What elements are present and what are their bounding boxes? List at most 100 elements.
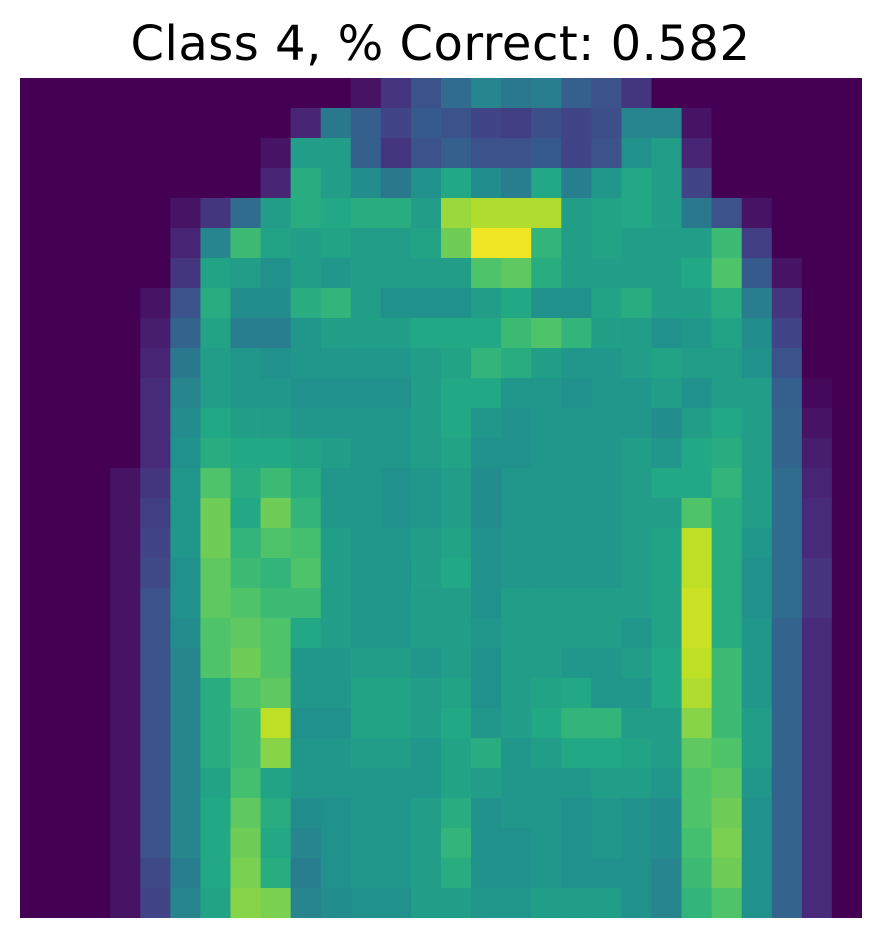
heatmap-cell bbox=[110, 798, 141, 829]
heatmap-cell bbox=[711, 528, 743, 559]
heatmap-cell bbox=[651, 228, 683, 259]
heatmap-cell bbox=[531, 228, 562, 259]
heatmap-cell bbox=[681, 498, 713, 529]
heatmap-cell bbox=[831, 468, 862, 499]
heatmap-cell bbox=[531, 888, 562, 918]
heatmap-cell bbox=[441, 468, 472, 499]
heatmap-cell bbox=[831, 648, 862, 679]
heatmap-cell bbox=[651, 888, 683, 918]
heatmap-plot bbox=[20, 78, 862, 918]
heatmap-cell bbox=[531, 138, 562, 169]
heatmap-cell bbox=[50, 438, 81, 469]
heatmap-cell bbox=[831, 228, 862, 259]
heatmap-cell bbox=[531, 498, 562, 529]
heatmap-cell bbox=[501, 798, 532, 829]
heatmap-cell bbox=[471, 888, 502, 918]
heatmap-cell bbox=[621, 768, 653, 799]
heatmap-cell bbox=[561, 348, 592, 379]
heatmap-cell bbox=[260, 798, 292, 829]
heatmap-cell bbox=[110, 528, 141, 559]
heatmap-cell bbox=[170, 138, 202, 169]
heatmap-cell bbox=[320, 528, 352, 559]
heatmap-cell bbox=[471, 168, 502, 199]
heatmap-cell bbox=[350, 618, 382, 649]
heatmap-cell bbox=[350, 348, 382, 379]
heatmap-cell bbox=[501, 528, 532, 559]
heatmap-cell bbox=[471, 108, 502, 139]
heatmap-cell bbox=[140, 108, 171, 139]
heatmap-cell bbox=[260, 588, 292, 619]
heatmap-cell bbox=[230, 468, 262, 499]
heatmap-cell bbox=[651, 858, 683, 889]
heatmap-cell bbox=[170, 678, 202, 709]
heatmap-cell bbox=[170, 78, 202, 109]
heatmap-cell bbox=[140, 768, 171, 799]
heatmap-cell bbox=[741, 738, 773, 769]
heatmap-cell bbox=[711, 78, 743, 109]
heatmap-cell bbox=[621, 498, 653, 529]
heatmap-cell bbox=[380, 528, 412, 559]
heatmap-cell bbox=[561, 288, 592, 319]
heatmap-cell bbox=[591, 288, 623, 319]
heatmap-cell bbox=[741, 78, 773, 109]
heatmap-cell bbox=[230, 438, 262, 469]
heatmap-cell bbox=[621, 678, 653, 709]
heatmap-cell bbox=[380, 168, 412, 199]
heatmap-cell bbox=[771, 588, 803, 619]
heatmap-cell bbox=[230, 678, 262, 709]
heatmap-cell bbox=[681, 798, 713, 829]
heatmap-cell bbox=[110, 768, 141, 799]
heatmap-cell bbox=[531, 648, 562, 679]
heatmap-cell bbox=[110, 408, 141, 439]
heatmap-cell bbox=[561, 558, 592, 589]
heatmap-cell bbox=[260, 288, 292, 319]
heatmap-cell bbox=[501, 618, 532, 649]
heatmap-cell bbox=[380, 648, 412, 679]
heatmap-cell bbox=[471, 348, 502, 379]
heatmap-cell bbox=[801, 678, 833, 709]
heatmap-cell bbox=[20, 108, 51, 139]
heatmap-cell bbox=[260, 528, 292, 559]
heatmap-cell bbox=[320, 648, 352, 679]
heatmap-cell bbox=[50, 318, 81, 349]
heatmap-cell bbox=[260, 138, 292, 169]
heatmap-cell bbox=[260, 468, 292, 499]
heatmap-cell bbox=[200, 858, 232, 889]
heatmap-cell bbox=[350, 138, 382, 169]
heatmap-cell bbox=[741, 618, 773, 649]
heatmap-cell bbox=[771, 288, 803, 319]
heatmap-cell bbox=[170, 468, 202, 499]
heatmap-cell bbox=[591, 348, 623, 379]
heatmap-cell bbox=[380, 618, 412, 649]
heatmap-cell bbox=[591, 438, 623, 469]
heatmap-cell bbox=[350, 168, 382, 199]
heatmap-cell bbox=[591, 498, 623, 529]
heatmap-cell bbox=[230, 138, 262, 169]
heatmap-cell bbox=[170, 438, 202, 469]
heatmap-cell bbox=[140, 798, 171, 829]
heatmap-cell bbox=[681, 888, 713, 918]
heatmap-cell bbox=[350, 198, 382, 229]
heatmap-cell bbox=[651, 528, 683, 559]
heatmap-cell bbox=[110, 648, 141, 679]
heatmap-cell bbox=[170, 828, 202, 859]
heatmap-cell bbox=[801, 198, 833, 229]
heatmap-cell bbox=[350, 108, 382, 139]
heatmap-cell bbox=[621, 348, 653, 379]
heatmap-cell bbox=[771, 228, 803, 259]
heatmap-cell bbox=[50, 708, 81, 739]
heatmap-cell bbox=[230, 408, 262, 439]
heatmap-cell bbox=[711, 858, 743, 889]
heatmap-cell bbox=[531, 558, 562, 589]
heatmap-cell bbox=[441, 138, 472, 169]
heatmap-cell bbox=[170, 228, 202, 259]
heatmap-cell bbox=[801, 288, 833, 319]
heatmap-cell bbox=[471, 228, 502, 259]
heatmap-cell bbox=[771, 558, 803, 589]
heatmap-cell bbox=[80, 498, 111, 529]
heatmap-cell bbox=[531, 708, 562, 739]
heatmap-cell bbox=[170, 168, 202, 199]
heatmap-cell bbox=[771, 408, 803, 439]
heatmap-cell bbox=[320, 138, 352, 169]
heatmap-cell bbox=[290, 438, 322, 469]
